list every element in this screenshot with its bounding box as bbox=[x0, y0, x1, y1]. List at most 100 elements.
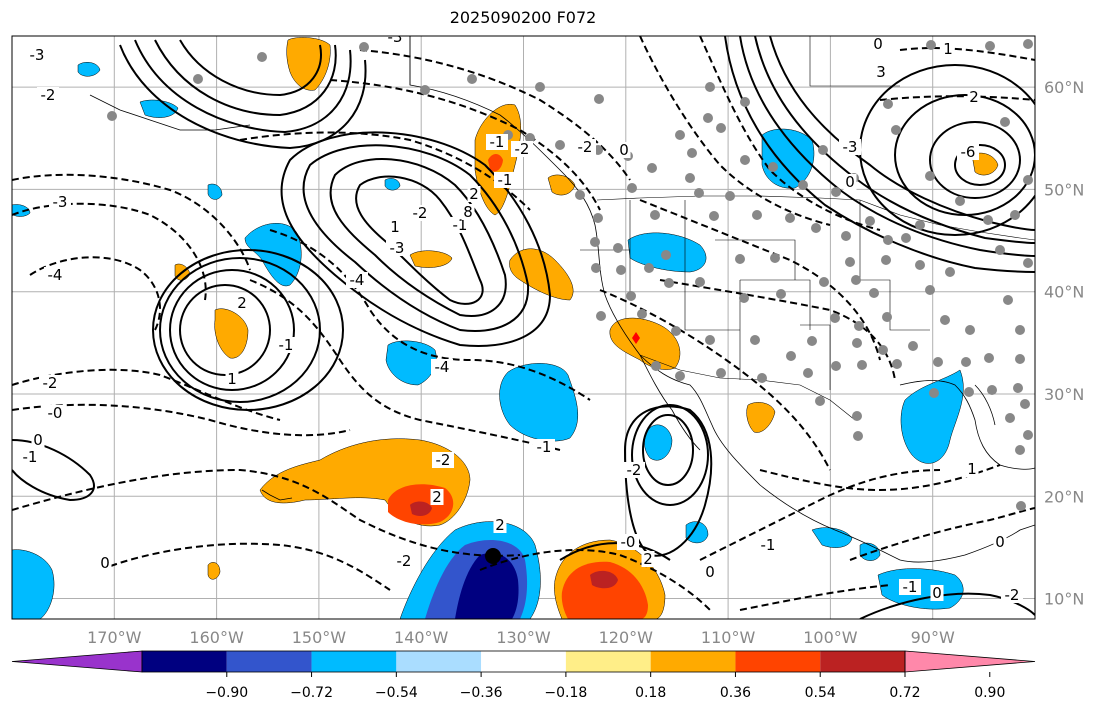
station-dot bbox=[883, 235, 893, 245]
marker-red-diamond bbox=[632, 332, 640, 344]
contour-label-bg bbox=[19, 449, 41, 465]
contour-label: -2 bbox=[627, 461, 642, 479]
station-dot bbox=[830, 313, 840, 323]
station-dot bbox=[852, 411, 862, 421]
pos-area-bc-core bbox=[488, 154, 503, 172]
neg-contour-west-3 bbox=[29, 256, 161, 331]
neg-contour-north-3 bbox=[359, 49, 631, 181]
contour-label: 1 bbox=[227, 370, 237, 388]
neg-area-small-3 bbox=[77, 62, 101, 77]
neg-contour-central-2 bbox=[269, 229, 591, 401]
station-dot bbox=[709, 211, 719, 221]
station-dot bbox=[675, 130, 685, 140]
pos-contour-west-low-2 bbox=[169, 269, 295, 391]
colorbar-tick-label: 0.72 bbox=[889, 685, 920, 701]
station-dot bbox=[984, 353, 994, 363]
pos-contour-ne-high-2 bbox=[929, 121, 1021, 199]
station-dot bbox=[257, 52, 267, 62]
contour-label: 2 bbox=[469, 185, 479, 203]
contour-label: -1 bbox=[761, 536, 776, 554]
station-dot bbox=[853, 431, 863, 441]
station-dot bbox=[878, 345, 888, 355]
pos-contour-alaska-3 bbox=[134, 39, 352, 134]
latitude-labels: 10°N 20°N 30°N 40°N 50°N 60°N bbox=[1044, 78, 1084, 608]
station-dot bbox=[535, 82, 545, 92]
colorbar-segment bbox=[481, 651, 566, 672]
neg-contour-west-4 bbox=[12, 368, 281, 421]
station-dot bbox=[359, 42, 369, 52]
pos-contour-ne-high-1 bbox=[954, 144, 1006, 186]
neg-contour-ne-2 bbox=[639, 36, 831, 226]
pos-contour-west-low-1 bbox=[179, 284, 271, 376]
station-dot bbox=[851, 275, 861, 285]
colorbar-segment bbox=[820, 651, 905, 672]
station-dot bbox=[651, 361, 661, 371]
contour-label: 2 bbox=[495, 516, 505, 534]
contour-label: -1 bbox=[23, 448, 38, 466]
station-dot bbox=[818, 145, 828, 155]
colorbar-tick-label: 0.90 bbox=[974, 685, 1005, 701]
colorbar-tick-label: 0.36 bbox=[720, 685, 751, 701]
neg-contour-trop-2 bbox=[739, 584, 891, 611]
neg-area-west-pacific bbox=[12, 549, 55, 619]
lon-tick-label: 170°W bbox=[87, 628, 142, 647]
contour-label: 1 bbox=[943, 40, 953, 58]
station-dot bbox=[776, 289, 786, 299]
colorbar-extend-high bbox=[904, 650, 1036, 673]
colorbar-tick-label: −0.72 bbox=[290, 685, 333, 701]
station-dot bbox=[193, 74, 203, 84]
pos-contour-central-3 bbox=[302, 144, 530, 332]
station-dot bbox=[845, 257, 855, 267]
station-dot bbox=[857, 360, 867, 370]
contour-label: -1 bbox=[537, 438, 552, 456]
pos-contour-south-east bbox=[859, 592, 1035, 619]
contour-label-bg bbox=[703, 564, 717, 580]
colorbar-segment bbox=[650, 651, 736, 672]
station-dot bbox=[798, 180, 808, 190]
neg-area-canada bbox=[761, 128, 815, 189]
neg-area-gulf bbox=[900, 369, 964, 464]
station-dot bbox=[961, 357, 971, 367]
contour-label: 0 bbox=[845, 173, 855, 191]
station-dot bbox=[590, 237, 600, 247]
station-dot bbox=[819, 277, 829, 287]
neg-area-aleutian bbox=[139, 99, 179, 118]
lat-tick-label: 30°N bbox=[1044, 385, 1084, 404]
station-dot bbox=[703, 113, 713, 123]
neg-contour-south-2 bbox=[99, 542, 391, 591]
longitude-labels: 170°W 160°W 150°W 140°W 130°W 120°W 110°W 100°W… bbox=[87, 628, 955, 647]
border-state-8 bbox=[860, 279, 930, 331]
station-dot bbox=[420, 85, 430, 95]
station-dot bbox=[1013, 383, 1023, 393]
pos-area-sonora bbox=[547, 174, 576, 196]
station-markers bbox=[107, 39, 1033, 511]
contour-label-bg bbox=[623, 462, 645, 478]
station-dot bbox=[901, 233, 911, 243]
station-dot bbox=[926, 40, 936, 50]
station-dot bbox=[1003, 295, 1013, 305]
neg-area-pacific-nw bbox=[244, 223, 302, 287]
station-dot bbox=[735, 254, 745, 264]
station-dot bbox=[815, 396, 825, 406]
station-dot bbox=[750, 335, 760, 345]
contour-label: -1 bbox=[903, 578, 918, 596]
station-dot bbox=[694, 188, 704, 198]
contour-label-bg bbox=[388, 219, 402, 235]
neg-area-southern-core bbox=[455, 552, 519, 619]
station-dot bbox=[1016, 501, 1026, 511]
station-dot bbox=[831, 361, 841, 371]
pos-contour-ne-2 bbox=[754, 36, 1035, 244]
station-dot bbox=[752, 210, 762, 220]
contour-label: -0 bbox=[48, 404, 63, 422]
pos-contour-central-4 bbox=[280, 131, 552, 347]
contour-label: -2 bbox=[43, 374, 58, 392]
pos-contour-alaska-1 bbox=[179, 39, 322, 97]
contour-label: -2 bbox=[413, 204, 428, 222]
contour-label-bg bbox=[511, 141, 533, 157]
station-dot bbox=[695, 277, 705, 287]
contour-label-bg bbox=[432, 452, 454, 468]
contour-label-bg bbox=[235, 295, 249, 311]
station-dot bbox=[757, 373, 767, 383]
contour-label: 2 bbox=[643, 550, 653, 568]
station-dot bbox=[739, 293, 749, 303]
